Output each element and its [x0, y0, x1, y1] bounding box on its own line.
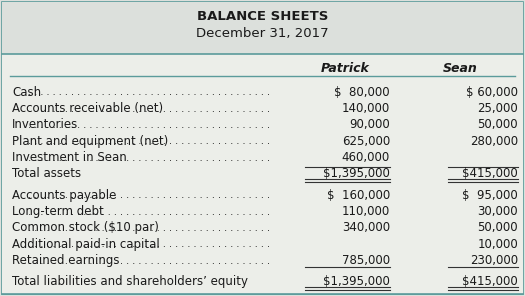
- Text: . . . . . . . . . . . . . . . . . . . . . . . . . . . . . . . . . . . . . . . .: . . . . . . . . . . . . . . . . . . . . …: [25, 136, 270, 146]
- Text: Sean: Sean: [443, 62, 477, 75]
- Text: BALANCE SHEETS: BALANCE SHEETS: [197, 9, 328, 22]
- Text: 230,000: 230,000: [470, 254, 518, 267]
- Text: . . . . . . . . . . . . . . . . . . . . . . . . . . . . . . . . . . . . . . . .: . . . . . . . . . . . . . . . . . . . . …: [25, 207, 270, 216]
- Text: Total liabilities and shareholders’ equity: Total liabilities and shareholders’ equi…: [12, 275, 248, 288]
- Text: Investment in Sean: Investment in Sean: [12, 151, 127, 164]
- Text: . . . . . . . . . . . . . . . . . . . . . . . . . . . . . . . . . . . . . . . .: . . . . . . . . . . . . . . . . . . . . …: [25, 239, 270, 249]
- Text: Long-term debt: Long-term debt: [12, 205, 104, 218]
- Text: $  80,000: $ 80,000: [334, 86, 390, 99]
- Text: Retained earnings: Retained earnings: [12, 254, 120, 267]
- Text: 340,000: 340,000: [342, 221, 390, 234]
- Text: $415,000: $415,000: [462, 167, 518, 180]
- Text: . . . . . . . . . . . . . . . . . . . . . . . . . . . . . . . . . . . . . . . .: . . . . . . . . . . . . . . . . . . . . …: [25, 87, 270, 97]
- Text: $1,395,000: $1,395,000: [323, 167, 390, 180]
- Text: $1,395,000: $1,395,000: [323, 275, 390, 288]
- Text: Common stock ($10 par): Common stock ($10 par): [12, 221, 159, 234]
- Text: $  95,000: $ 95,000: [462, 189, 518, 202]
- Text: 90,000: 90,000: [349, 118, 390, 131]
- Text: Inventories: Inventories: [12, 118, 78, 131]
- Bar: [2, 2, 523, 54]
- Text: December 31, 2017: December 31, 2017: [196, 27, 329, 39]
- Text: 460,000: 460,000: [342, 151, 390, 164]
- Text: 30,000: 30,000: [477, 205, 518, 218]
- Bar: [2, 54, 523, 294]
- Text: 50,000: 50,000: [477, 118, 518, 131]
- Text: $  160,000: $ 160,000: [327, 189, 390, 202]
- Text: . . . . . . . . . . . . . . . . . . . . . . . . . . . . . . . . . . . . . . . .: . . . . . . . . . . . . . . . . . . . . …: [25, 152, 270, 163]
- Text: Cash: Cash: [12, 86, 41, 99]
- Text: 785,000: 785,000: [342, 254, 390, 267]
- Text: . . . . . . . . . . . . . . . . . . . . . . . . . . . . . . . . . . . . . . . .: . . . . . . . . . . . . . . . . . . . . …: [25, 104, 270, 113]
- Text: 140,000: 140,000: [342, 102, 390, 115]
- Text: 625,000: 625,000: [342, 135, 390, 148]
- Text: Plant and equipment (net): Plant and equipment (net): [12, 135, 168, 148]
- Text: 25,000: 25,000: [477, 102, 518, 115]
- Text: 10,000: 10,000: [477, 238, 518, 251]
- Text: Accounts payable: Accounts payable: [12, 189, 117, 202]
- Text: $415,000: $415,000: [462, 275, 518, 288]
- Text: . . . . . . . . . . . . . . . . . . . . . . . . . . . . . . . . . . . . . . . .: . . . . . . . . . . . . . . . . . . . . …: [25, 120, 270, 130]
- Text: Patrick: Patrick: [321, 62, 370, 75]
- Text: . . . . . . . . . . . . . . . . . . . . . . . . . . . . . . . . . . . . . . . .: . . . . . . . . . . . . . . . . . . . . …: [25, 223, 270, 233]
- Text: 110,000: 110,000: [342, 205, 390, 218]
- Text: Additional paid-in capital: Additional paid-in capital: [12, 238, 160, 251]
- Text: $ 60,000: $ 60,000: [466, 86, 518, 99]
- Text: . . . . . . . . . . . . . . . . . . . . . . . . . . . . . . . . . . . . . . . .: . . . . . . . . . . . . . . . . . . . . …: [25, 190, 270, 200]
- Text: 50,000: 50,000: [477, 221, 518, 234]
- Text: 280,000: 280,000: [470, 135, 518, 148]
- Text: . . . . . . . . . . . . . . . . . . . . . . . . . . . . . . . . . . . . . . . .: . . . . . . . . . . . . . . . . . . . . …: [25, 255, 270, 266]
- Text: Accounts receivable (net): Accounts receivable (net): [12, 102, 163, 115]
- Text: Total assets: Total assets: [12, 167, 81, 180]
